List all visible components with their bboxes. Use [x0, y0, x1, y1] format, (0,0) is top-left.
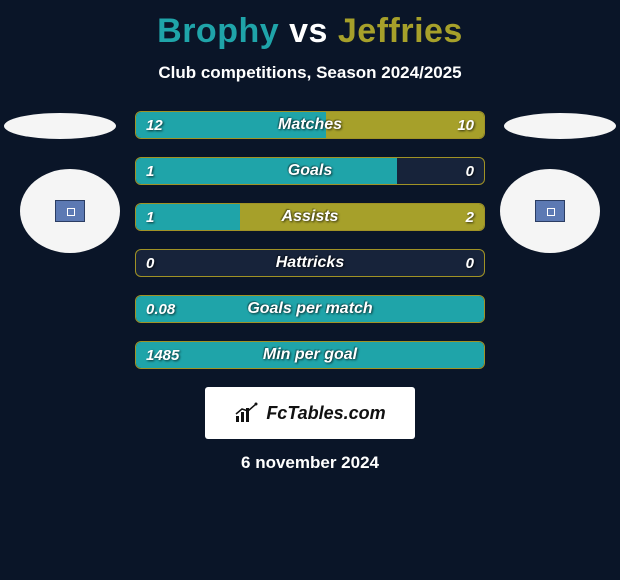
player2-flag-icon: [535, 200, 565, 222]
stat-left-value: 1: [146, 204, 154, 230]
player1-flag-icon: [55, 200, 85, 222]
date: 6 november 2024: [241, 453, 379, 473]
stat-row: Assists12: [135, 203, 485, 231]
stat-right-value: 0: [466, 158, 474, 184]
player1-badge: [20, 169, 120, 253]
source-logo: FcTables.com: [205, 387, 415, 439]
stat-left-value: 0.08: [146, 296, 175, 322]
stat-left-fill: [136, 158, 397, 184]
stat-left-fill: [136, 112, 326, 138]
source-logo-text: FcTables.com: [266, 403, 385, 424]
stat-row: Matches1210: [135, 111, 485, 139]
title-vs: vs: [289, 12, 328, 50]
player2-badge: [500, 169, 600, 253]
stat-left-value: 1485: [146, 342, 179, 368]
comparison-card: Brophy vs Jeffries Club competitions, Se…: [0, 0, 620, 473]
title-player1: Brophy: [157, 12, 279, 50]
player1-ellipse: [4, 113, 116, 139]
stat-right-value: 10: [457, 112, 474, 138]
stat-row: Hattricks0 0: [135, 249, 485, 277]
stats-area: Matches1210Goals10Assists12Hattricks00Go…: [0, 111, 620, 473]
stat-row: Min per goal1485: [135, 341, 485, 369]
stat-right-fill: [240, 204, 484, 230]
stat-bars: Matches1210Goals10Assists12Hattricks00Go…: [135, 111, 485, 369]
title-player2: Jeffries: [338, 12, 463, 50]
stat-row: Goals10: [135, 157, 485, 185]
stat-row: Goals per match0.08: [135, 295, 485, 323]
stat-right-value: 2: [466, 204, 474, 230]
fctables-icon: [234, 402, 260, 424]
stat-left-fill: [136, 342, 484, 368]
stat-left-value: 12: [146, 112, 163, 138]
subtitle: Club competitions, Season 2024/2025: [158, 63, 461, 83]
stat-left-fill: [136, 296, 484, 322]
stat-right-value: 0: [466, 250, 474, 276]
player2-ellipse: [504, 113, 616, 139]
stat-left-value: 0: [146, 250, 154, 276]
stat-left-value: 1: [146, 158, 154, 184]
stat-label: Hattricks: [136, 250, 484, 276]
title: Brophy vs Jeffries: [157, 12, 463, 51]
